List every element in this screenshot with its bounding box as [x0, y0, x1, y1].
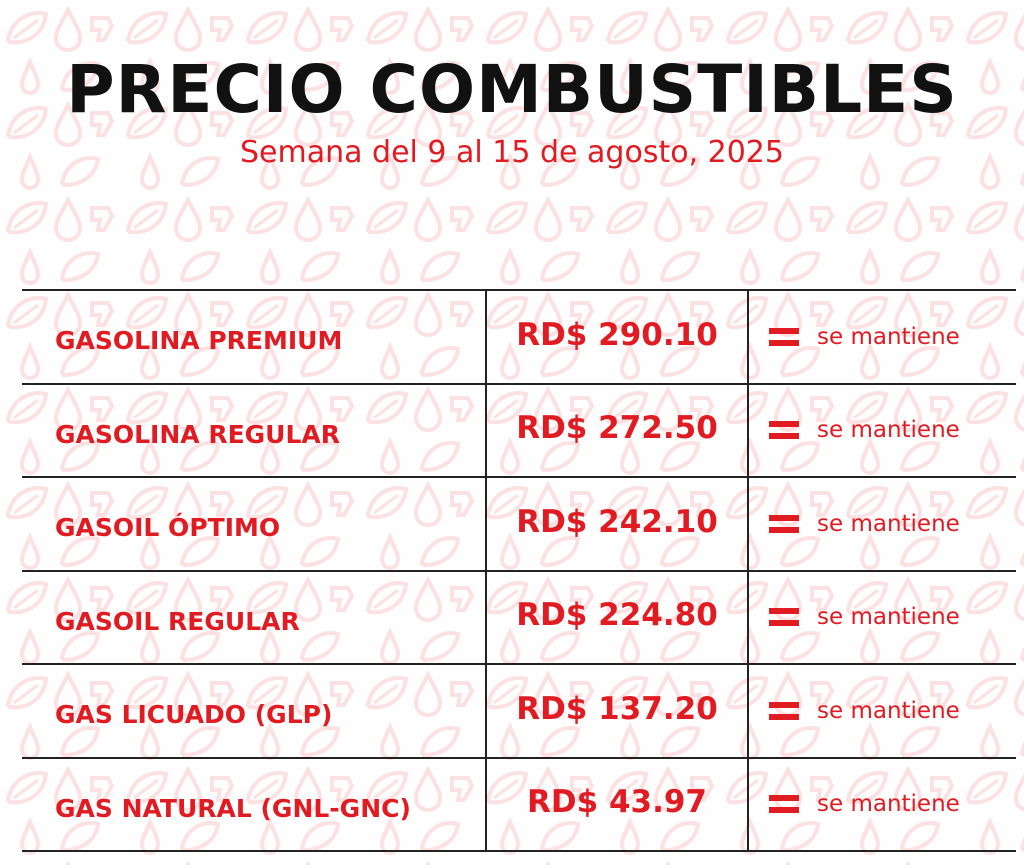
equals-icon	[769, 513, 799, 535]
status-label: se mantiene	[817, 604, 960, 631]
fuel-price: RD$ 290.10	[487, 291, 749, 383]
status-label: se mantiene	[817, 323, 960, 350]
equals-icon	[769, 326, 799, 348]
equals-icon	[769, 700, 799, 722]
table-row: GASOIL REGULAR RD$ 224.80 se mantiene	[22, 571, 1016, 665]
equals-icon	[769, 793, 799, 815]
fuel-name: GASOIL ÓPTIMO	[22, 478, 487, 570]
fuel-price: RD$ 272.50	[487, 384, 749, 476]
table-row: GASOLINA PREMIUM RD$ 290.10 se mantiene	[22, 291, 1016, 385]
table-row: GAS LICUADO (GLP) RD$ 137.20 se mantiene	[22, 665, 1016, 759]
fuel-name: GAS NATURAL (GNL-GNC)	[22, 758, 487, 850]
price-status: se mantiene	[749, 759, 1016, 851]
status-label: se mantiene	[817, 791, 960, 818]
table-row: GASOLINA REGULAR RD$ 272.50 se mantiene	[22, 384, 1016, 478]
status-label: se mantiene	[817, 697, 960, 724]
equals-icon	[769, 419, 799, 441]
table-row: GAS NATURAL (GNL-GNC) RD$ 43.97 se manti…	[22, 758, 1016, 852]
equals-icon	[769, 606, 799, 628]
price-status: se mantiene	[749, 572, 1016, 664]
fuel-name: GAS LICUADO (GLP)	[22, 665, 487, 757]
fuel-price: RD$ 224.80	[487, 571, 749, 663]
fuel-price: RD$ 43.97	[487, 758, 749, 850]
price-status: se mantiene	[749, 291, 1016, 383]
price-status: se mantiene	[749, 478, 1016, 570]
page-subtitle: Semana del 9 al 15 de agosto, 2025	[240, 135, 784, 170]
fuel-price-table: GASOLINA PREMIUM RD$ 290.10 se mantiene …	[22, 289, 1016, 852]
fuel-name: GASOIL REGULAR	[22, 571, 487, 663]
fuel-name: GASOLINA REGULAR	[22, 384, 487, 476]
fuel-price: RD$ 137.20	[487, 665, 749, 757]
price-status: se mantiene	[749, 665, 1016, 757]
table-row: GASOIL ÓPTIMO RD$ 242.10 se mantiene	[22, 478, 1016, 572]
status-label: se mantiene	[817, 417, 960, 444]
fuel-price: RD$ 242.10	[487, 478, 749, 570]
page-title: PRECIO COMBUSTIBLES	[66, 51, 958, 128]
status-label: se mantiene	[817, 510, 960, 537]
price-status: se mantiene	[749, 385, 1016, 477]
fuel-name: GASOLINA PREMIUM	[22, 291, 487, 383]
